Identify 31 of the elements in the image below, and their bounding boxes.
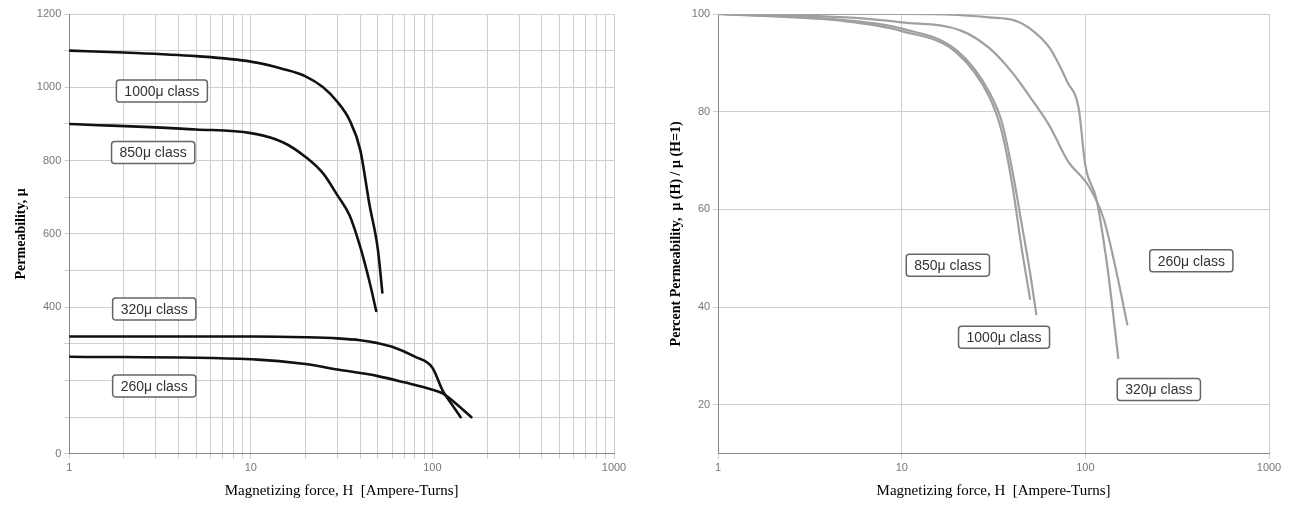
y-tick-label: 0 <box>55 446 62 459</box>
x-tick-label: 100 <box>1076 461 1095 474</box>
y-tick-label: 1200 <box>36 7 62 20</box>
x-tick-label: 1000 <box>1256 461 1282 474</box>
x-tick-label: 10 <box>895 461 908 474</box>
text: 850μ class <box>914 256 982 273</box>
x-axis-title: Magnetizing force, H [Ampere-Turns] <box>876 481 1111 498</box>
y-tick-label: 60 <box>697 202 711 215</box>
y-axis-title: Permeability, μ <box>13 188 29 280</box>
y-tick-label: 600 <box>42 226 62 239</box>
y-tick-label: 80 <box>697 104 711 117</box>
text: 260μ class <box>1157 252 1225 269</box>
x-tick-label: 1 <box>715 461 722 474</box>
y-tick-label: 400 <box>42 300 62 313</box>
x-tick-label: 100 <box>423 461 442 474</box>
x-axis-title: Magnetizing force, H [Ampere-Turns] <box>224 481 459 498</box>
y-tick-label: 1000 <box>36 80 62 93</box>
y-tick-label: 100 <box>691 7 711 20</box>
y-axis-title: Percent Permeability, μ (H) / μ (H=1) <box>668 121 685 347</box>
x-tick-label: 1000 <box>601 461 627 474</box>
series-label: 260μ class <box>120 377 188 394</box>
y-tick-label: 800 <box>42 153 62 166</box>
x-tick-label: 1 <box>66 461 73 474</box>
x-tick-label: 10 <box>244 461 257 474</box>
series-label: 320μ class <box>120 300 188 317</box>
series-label: 320μ class <box>1125 381 1193 398</box>
y-tick-label: 40 <box>697 300 711 313</box>
series-label: 850μ class <box>119 144 187 161</box>
series-label: 1000μ class <box>966 329 1042 346</box>
y-tick-label: 20 <box>697 397 711 410</box>
series-label: 1000μ class <box>124 82 200 99</box>
